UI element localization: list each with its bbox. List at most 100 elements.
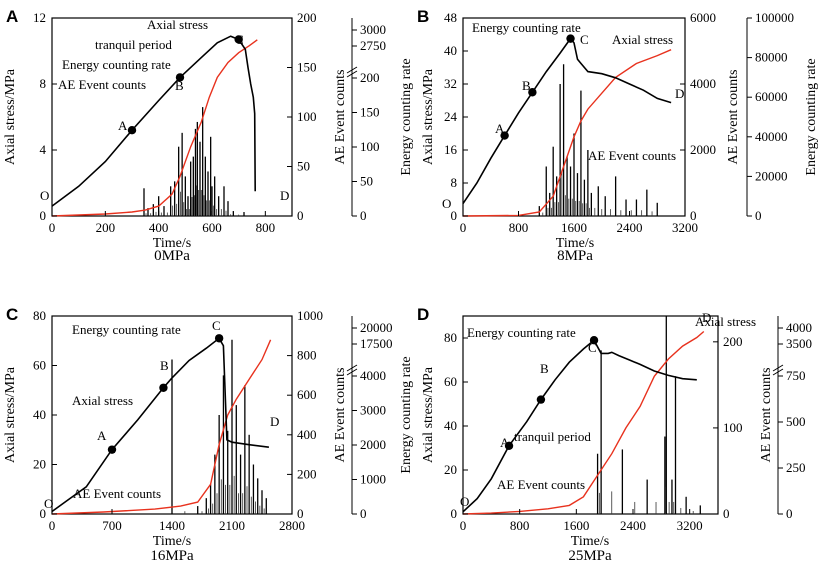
- annotation: Axial stress: [612, 32, 673, 47]
- x-tick-label: 0: [49, 220, 56, 235]
- stress-marker: [589, 336, 599, 345]
- energy-line: [462, 330, 705, 515]
- x-tick-label: 2100: [219, 518, 245, 533]
- x-tick-label: 600: [202, 220, 222, 235]
- annotation: D: [702, 310, 711, 325]
- energy-tick-label: 750: [786, 368, 806, 383]
- x-axis-label: Time/s: [153, 236, 191, 251]
- energy-tick-label: 100000: [755, 10, 794, 25]
- stress-marker: [127, 126, 137, 135]
- panel-subtitle: 16MPa: [150, 548, 194, 564]
- energy-tick-label: 0: [360, 506, 367, 521]
- annotation: D: [270, 414, 279, 429]
- y-tick-label: 60: [444, 374, 457, 389]
- energy-tick-label: 4000: [786, 320, 812, 335]
- panel-letter: A: [6, 7, 18, 26]
- ae-tick-label: 200: [723, 334, 743, 349]
- x-tick-label: 0: [49, 518, 56, 533]
- y-tick-label: 4: [40, 142, 47, 157]
- x-tick-label: 0: [460, 220, 467, 235]
- energy-tick-label: 3000: [360, 22, 386, 37]
- energy-line: [51, 39, 258, 217]
- annotation: tranquil period: [514, 429, 591, 444]
- stress-line: [462, 338, 697, 513]
- annotation: AE Event counts: [588, 148, 676, 163]
- panel-a: A 0 200 400 600 800 0 4 8 12 0 50 100 150 200 0 50 100 150…: [3, 7, 414, 264]
- energy-tick-label: 200: [360, 70, 380, 85]
- energy-line: [51, 339, 272, 515]
- panel-letter: B: [417, 7, 429, 26]
- x-tick-label: 400: [149, 220, 169, 235]
- y-axis-label-mid: AE Event counts: [333, 368, 348, 463]
- x-axis-label: Time/s: [556, 236, 594, 251]
- x-tick-label: 2800: [279, 518, 305, 533]
- energy-line: [462, 49, 672, 217]
- y-axis-label-right: Energy counting rate: [804, 58, 819, 175]
- x-tick-label: 0: [460, 518, 467, 533]
- energy-tick-label: 0: [786, 506, 793, 521]
- x-tick-label: 200: [96, 220, 116, 235]
- energy-tick-label: 0: [755, 208, 762, 223]
- panel-d: D0 800 1600 2400 320002040608001002000250500…: [417, 305, 812, 564]
- stress-marker: [159, 383, 168, 392]
- axis-break: [772, 364, 784, 372]
- ae-tick-label: 0: [723, 506, 730, 521]
- y-axis-label-mid: AE Event counts: [726, 70, 741, 165]
- annotation: Energy counting rate: [467, 325, 576, 340]
- panel-subtitle: 25MPa: [568, 548, 612, 564]
- stress-marker: [214, 334, 224, 343]
- ae-tick-label: 100: [723, 420, 743, 435]
- ae-tick-label: 0: [690, 208, 697, 223]
- y-tick-label: 80: [33, 308, 46, 323]
- energy-tick-label: 150: [360, 105, 380, 120]
- annotation: D: [280, 188, 289, 203]
- x-tick-label: 3200: [672, 220, 698, 235]
- panel-letter: D: [417, 305, 429, 324]
- axis-break: [346, 66, 358, 74]
- y-tick-label: 40: [33, 407, 46, 422]
- annotation: Energy counting rate: [62, 57, 171, 72]
- ae-tick-label: 600: [297, 387, 317, 402]
- annotation: C: [212, 318, 221, 333]
- energy-tick-label: 50: [360, 174, 373, 189]
- plot-frame: [462, 315, 719, 515]
- y-tick-label: 0: [451, 506, 458, 521]
- ae-tick-label: 0: [297, 506, 304, 521]
- annotation: B: [522, 78, 531, 93]
- x-tick-label: 2400: [617, 220, 643, 235]
- energy-tick-label: 20000: [360, 320, 393, 335]
- ae-tick-label: 400: [297, 427, 317, 442]
- y-tick-label: 80: [444, 330, 457, 345]
- axis-break: [346, 364, 358, 372]
- panel-subtitle: 8MPa: [557, 248, 593, 264]
- annotation: B: [540, 361, 549, 376]
- x-axis-label: Time/s: [571, 534, 609, 549]
- stress-marker: [175, 73, 185, 82]
- energy-tick-label: 2000: [360, 437, 386, 452]
- annotation: Energy counting rate: [472, 20, 581, 35]
- panel-b: B0 800 1600 2400 320008162432404802000400060…: [417, 7, 819, 264]
- y-tick-label: 8: [451, 175, 458, 190]
- annotation: B: [160, 358, 169, 373]
- annotation: Axial stress: [695, 314, 756, 329]
- energy-tick-label: 3500: [786, 336, 812, 351]
- stress-marker: [528, 88, 537, 97]
- x-tick-label: 1600: [561, 220, 587, 235]
- stress-marker: [107, 445, 117, 454]
- energy-tick-label: 0: [360, 208, 367, 223]
- energy-tick-label: 80000: [755, 50, 788, 65]
- energy-tick-label: 40000: [755, 129, 788, 144]
- stress-line: [51, 337, 270, 513]
- y-tick-label: 60: [33, 358, 46, 373]
- stress-line: [51, 35, 256, 207]
- annotation: Energy counting rate: [72, 322, 181, 337]
- x-tick-label: 800: [510, 518, 530, 533]
- energy-tick-label: 3000: [360, 403, 386, 418]
- y-tick-label: 20: [33, 457, 46, 472]
- energy-tick-label: 4000: [360, 368, 386, 383]
- stress-marker: [500, 131, 509, 140]
- y-axis-label-mid: AE Event counts: [333, 70, 348, 165]
- ae-tick-label: 200: [297, 10, 317, 25]
- annotation: Axial stress: [72, 393, 133, 408]
